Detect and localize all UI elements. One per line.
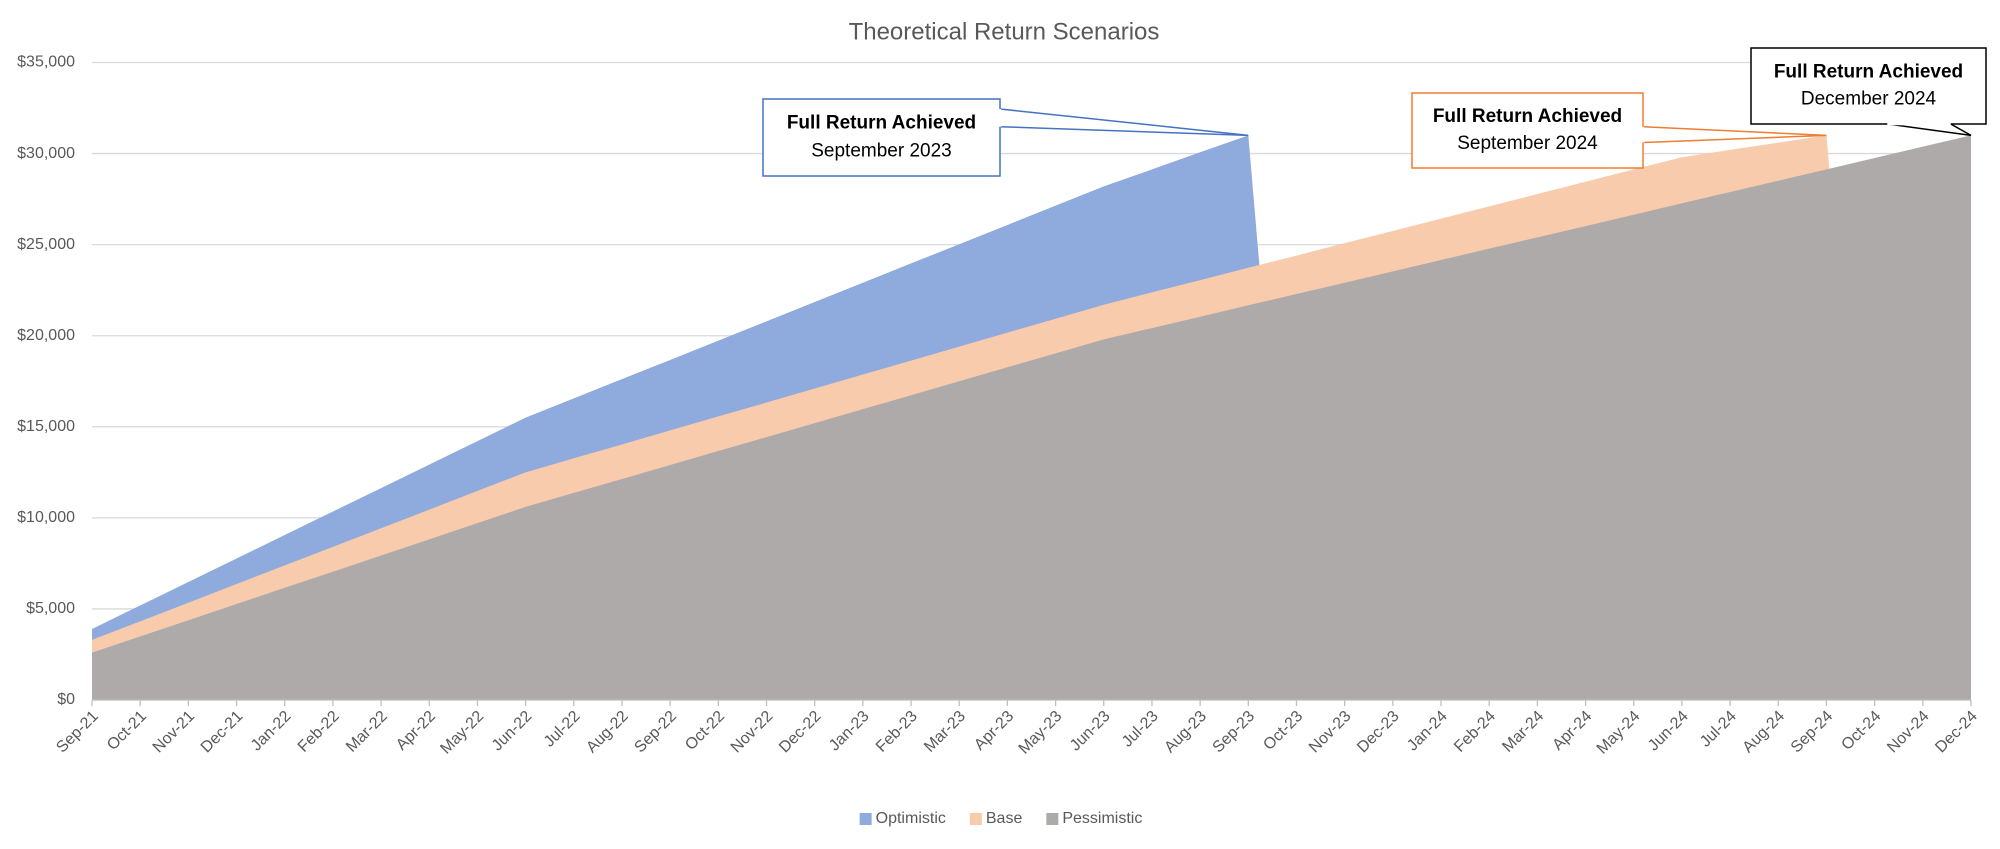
- x-tick-label: Mar-22: [343, 708, 391, 756]
- legend-label: Base: [986, 810, 1023, 827]
- x-tick-label: Jan-23: [826, 708, 873, 755]
- x-tick-label: Oct-23: [1260, 708, 1306, 754]
- x-tick-label: Jun-24: [1645, 708, 1692, 755]
- callout-text: September 2023: [811, 140, 952, 161]
- y-tick-label: $15,000: [17, 418, 75, 435]
- legend-swatch: [1046, 813, 1059, 825]
- x-tick-label: Apr-24: [1549, 708, 1595, 754]
- y-tick-label: $25,000: [17, 236, 75, 253]
- callout-box: [762, 98, 1001, 177]
- x-tick-label: May-22: [437, 708, 487, 758]
- x-tick-label: Mar-23: [921, 708, 969, 756]
- x-tick-label: Aug-24: [1740, 708, 1789, 757]
- callout-title: Full Return Achieved: [1433, 106, 1622, 127]
- x-tick-label: May-23: [1016, 708, 1066, 758]
- x-tick-label: Oct-24: [1838, 708, 1884, 754]
- area: [92, 135, 1971, 700]
- x-tick-label: Sep-23: [1210, 708, 1259, 757]
- x-tick-label: Jul-24: [1697, 708, 1740, 751]
- x-tick-label: Jan-24: [1404, 708, 1451, 755]
- x-tick-label: Aug-22: [583, 708, 632, 757]
- callout-text: December 2024: [1801, 89, 1937, 110]
- x-tick-label: Dec-21: [198, 708, 247, 757]
- x-tick-label: Sep-21: [53, 708, 102, 757]
- x-tick-label: Mar-24: [1499, 708, 1547, 756]
- y-tick-label: $5,000: [26, 600, 75, 617]
- x-tick-label: Apr-22: [393, 708, 439, 754]
- x-tick-label: Jul-22: [541, 708, 584, 751]
- callout-box: [1750, 47, 1987, 125]
- x-tick-label: Dec-24: [1932, 708, 1981, 757]
- legend-swatch: [969, 813, 982, 825]
- x-tick-label: Aug-23: [1161, 708, 1210, 757]
- x-tick-label: Oct-22: [682, 708, 728, 754]
- x-tick-label: Jan-22: [248, 708, 295, 755]
- x-tick-label: Feb-22: [295, 708, 343, 756]
- callout-title: Full Return Achieved: [787, 113, 976, 134]
- y-tick-label: $20,000: [17, 327, 75, 344]
- callout-pointer: [999, 108, 1249, 137]
- x-tick-label: May-24: [1594, 708, 1644, 758]
- chart-title: Theoretical Return Scenarios: [849, 18, 1160, 45]
- callout-box: [1411, 92, 1644, 169]
- legend-swatch: [859, 813, 872, 825]
- callout-pointer: [1887, 123, 1972, 137]
- x-tick-label: Apr-23: [971, 708, 1017, 754]
- x-tick-label: Jul-23: [1119, 708, 1162, 751]
- y-tick-label: $35,000: [17, 54, 75, 71]
- y-tick-label: $30,000: [17, 145, 75, 162]
- x-tick-label: Dec-22: [776, 708, 825, 757]
- callout-title: Full Return Achieved: [1774, 61, 1963, 82]
- callout-text: September 2024: [1457, 133, 1598, 154]
- x-tick-label: Sep-24: [1788, 708, 1837, 757]
- x-tick-label: Nov-21: [150, 708, 199, 757]
- x-tick-label: Oct-21: [104, 708, 150, 754]
- x-tick-label: Jun-23: [1067, 708, 1114, 755]
- x-tick-label: Nov-23: [1306, 708, 1355, 757]
- x-tick-label: Nov-24: [1884, 708, 1933, 757]
- x-tick-label: Dec-23: [1354, 708, 1403, 757]
- legend-label: Optimistic: [876, 810, 946, 827]
- y-tick-label: $10,000: [17, 509, 75, 526]
- legend-label: Pessimistic: [1062, 810, 1142, 827]
- x-tick-label: Sep-22: [631, 708, 680, 757]
- x-tick-label: Feb-23: [873, 708, 921, 756]
- x-tick-label: Jun-22: [489, 708, 536, 755]
- x-tick-label: Nov-22: [728, 708, 777, 757]
- x-tick-label: Feb-24: [1451, 708, 1499, 756]
- y-tick-label: $0: [57, 691, 75, 708]
